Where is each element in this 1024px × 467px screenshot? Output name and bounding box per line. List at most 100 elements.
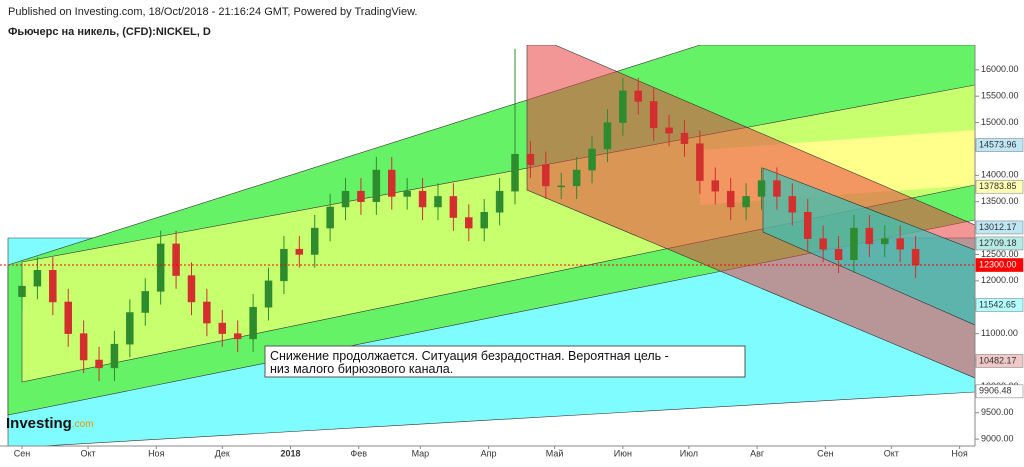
- published-note: Published on Investing.com, 18/Oct/2018 …: [8, 6, 417, 18]
- candle-body: [680, 132, 689, 144]
- candle-body: [649, 101, 658, 129]
- x-tick-label: 2018: [281, 448, 301, 458]
- candle-body: [773, 180, 781, 197]
- y-tick-label: 12000.00: [981, 275, 1019, 285]
- annotation-line: Снижение продолжается. Ситуация безрадос…: [270, 349, 669, 363]
- y-tick-label: 9000.00: [981, 434, 1014, 444]
- candle-body: [711, 180, 720, 192]
- candle-body: [511, 153, 519, 192]
- candle-body: [480, 212, 488, 229]
- candle-body: [310, 227, 319, 255]
- symbol-title: Фьючерс на никель, (CFD):NICKEL, D: [8, 26, 211, 38]
- candle-body: [64, 301, 72, 334]
- candle-body: [603, 122, 612, 150]
- candle-body: [49, 270, 57, 303]
- candle-body: [865, 227, 874, 245]
- annotation-box: [264, 345, 746, 378]
- price-badge-label: 12300.00: [979, 259, 1017, 269]
- candle-body: [881, 238, 889, 245]
- red-channel: [526, 45, 975, 379]
- y-tick-label: 12500.00: [981, 249, 1019, 259]
- x-tick-label: Мар: [412, 448, 430, 458]
- price-badge: [975, 298, 1024, 312]
- candle-body: [803, 212, 812, 239]
- x-tick-label: Окт: [80, 448, 95, 458]
- candle-body: [696, 143, 704, 181]
- y-tick-label: 13500.00: [981, 196, 1019, 206]
- candle-body: [788, 196, 797, 213]
- price-badge: [975, 236, 1024, 251]
- x-tick-label: Авг: [750, 448, 765, 458]
- candle-body: [218, 322, 227, 334]
- candle-body: [588, 148, 596, 171]
- candle-body: [233, 333, 242, 340]
- candle-body: [896, 238, 904, 250]
- candle-body: [341, 190, 350, 208]
- candle-body: [726, 190, 735, 208]
- candle-body: [264, 280, 273, 308]
- candle-body: [388, 169, 396, 197]
- candle-body: [742, 196, 750, 208]
- x-tick-label: Июл: [680, 448, 698, 458]
- logo: Investing.com: [6, 415, 94, 432]
- y-tick-label: 9500.00: [981, 407, 1014, 417]
- candle-body: [187, 275, 196, 303]
- marks: [18, 48, 920, 382]
- candle-body: [418, 190, 427, 208]
- candle-body: [295, 248, 304, 255]
- candle-body: [403, 190, 411, 197]
- logo-suffix: .com: [72, 419, 94, 430]
- candle-body: [249, 306, 257, 340]
- candle-body: [834, 248, 843, 260]
- price-badge-label: 11542.65: [979, 299, 1016, 309]
- price-badge: [975, 220, 1024, 235]
- x-tick-label: Сен: [14, 448, 31, 458]
- candle-body: [126, 312, 134, 345]
- x-tick-label: Ноя: [951, 448, 968, 458]
- candle-body: [156, 243, 165, 292]
- x-tick-label: Апр: [481, 448, 497, 458]
- candle-body: [542, 164, 550, 187]
- price-badge-label: 9906.48: [979, 386, 1012, 396]
- candle-body: [619, 90, 627, 123]
- price-badge-label: 13783.85: [979, 181, 1017, 191]
- x-tick-label: Сен: [817, 448, 834, 458]
- candle-body: [634, 90, 643, 102]
- x-tick-label: Ноя: [148, 448, 165, 458]
- price-badge: [975, 258, 1024, 272]
- candle-body: [172, 243, 180, 276]
- candle-body: [203, 301, 211, 324]
- price-badge: [975, 179, 1024, 194]
- candle-body: [95, 359, 103, 369]
- candle-body: [495, 190, 504, 213]
- candle-body: [911, 248, 920, 266]
- price-badge-label: 12709.18: [979, 238, 1017, 248]
- x-tick-label: Фев: [350, 448, 367, 458]
- candle-body: [18, 285, 26, 297]
- y-tick-label: 16000.00: [981, 64, 1019, 74]
- candle-body: [33, 270, 42, 287]
- candle-body: [79, 333, 88, 361]
- candle-body: [372, 169, 381, 202]
- x-tick-label: Дек: [215, 448, 230, 458]
- y-tick-label: 11000.00: [981, 328, 1018, 338]
- price-badge: [975, 354, 1024, 368]
- candle-body: [449, 196, 458, 218]
- candle-body: [526, 153, 535, 166]
- candle-body: [665, 127, 673, 134]
- candle-body: [141, 291, 150, 313]
- candle-body: [326, 206, 334, 229]
- x-tick-label: Июн: [614, 448, 632, 458]
- candle-body: [357, 190, 365, 202]
- candle-body: [572, 169, 581, 187]
- price-badge-label: 13012.17: [979, 222, 1017, 232]
- price-badge-label: 14573.96: [979, 139, 1017, 149]
- y-tick-label: 15500.00: [981, 91, 1019, 101]
- y-tick-label: 14000.00: [981, 170, 1019, 180]
- price-badge: [975, 384, 1024, 399]
- candle-body: [819, 238, 827, 250]
- x-tick-label: Окт: [884, 448, 899, 458]
- logo-brand: Investing: [6, 415, 72, 432]
- candle-body: [434, 196, 442, 208]
